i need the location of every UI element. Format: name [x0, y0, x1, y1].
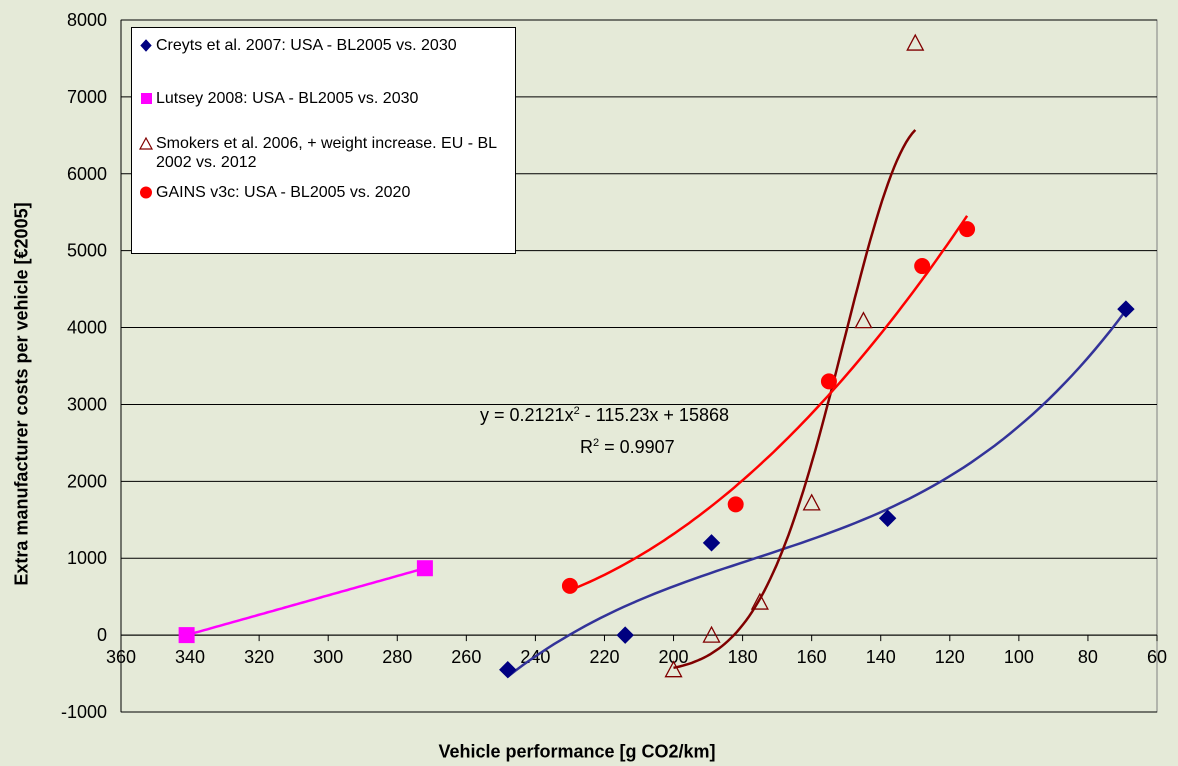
legend-label: GAINS v3c: USA - BL2005 vs. 2020 — [156, 184, 411, 201]
legend: Creyts et al. 2007: USA - BL2005 vs. 203… — [131, 27, 516, 254]
x-tick-label: 100 — [1004, 647, 1034, 667]
x-tick-label: 220 — [589, 647, 619, 667]
trendline — [507, 309, 1127, 678]
data-point-triangle — [854, 311, 873, 329]
data-point-circle — [959, 221, 976, 238]
y-tick-label: 6000 — [67, 164, 107, 184]
x-tick-label: 280 — [382, 647, 412, 667]
x-tick-label: 300 — [313, 647, 343, 667]
square-marker-icon — [141, 93, 152, 104]
data-point-circle — [914, 258, 931, 275]
legend-item-smokers: Smokers et al. 2006, + weight increase. … — [138, 134, 510, 172]
legend-item-gains: GAINS v3c: USA - BL2005 vs. 2020 — [138, 183, 510, 202]
data-point-triangle — [702, 625, 721, 643]
data-point-square — [416, 560, 433, 577]
x-tick-label: 340 — [175, 647, 205, 667]
diamond-marker-icon — [140, 39, 152, 52]
x-tick-label: 200 — [659, 647, 689, 667]
x-axis-label: Vehicle performance [g CO2/km] — [438, 741, 716, 762]
y-tick-label: 4000 — [67, 318, 107, 338]
data-point-diamond — [702, 534, 721, 552]
x-tick-label: 320 — [244, 647, 274, 667]
data-point-triangle — [750, 592, 769, 610]
legend-item-lutsey: Lutsey 2008: USA - BL2005 vs. 2030 — [138, 89, 510, 108]
data-point-diamond — [1117, 300, 1135, 318]
data-point-triangle — [664, 660, 683, 678]
data-point-circle — [561, 577, 578, 594]
x-tick-label: 260 — [451, 647, 481, 667]
x-tick-label: 60 — [1147, 647, 1167, 667]
trendline — [673, 129, 917, 670]
y-tick-label: 1000 — [67, 548, 107, 568]
data-point-square — [178, 627, 195, 644]
x-tick-label: 180 — [728, 647, 758, 667]
data-point-diamond — [616, 626, 634, 644]
x-tick-label: 160 — [797, 647, 827, 667]
legend-label: Smokers et al. 2006, + weight increase. … — [156, 135, 497, 171]
y-axis-label: Extra manufacturer costs per vehicle [€2… — [11, 202, 32, 586]
triangle-marker-icon — [138, 136, 154, 150]
y-tick-label: 7000 — [67, 87, 107, 107]
y-tick-label: 2000 — [67, 471, 107, 491]
legend-item-creyts: Creyts et al. 2007: USA - BL2005 vs. 203… — [138, 36, 510, 55]
x-tick-label: 80 — [1078, 647, 1098, 667]
y-tick-label: 5000 — [67, 241, 107, 261]
data-point-diamond — [878, 509, 897, 527]
x-tick-label: 120 — [935, 647, 965, 667]
data-point-triangle — [906, 33, 925, 51]
y-tick-label: -1000 — [61, 702, 107, 722]
data-point-diamond — [499, 661, 517, 679]
data-point-circle — [727, 496, 744, 513]
r-squared-label: R2 = 0.9907 — [580, 437, 675, 457]
data-point-circle — [820, 373, 837, 390]
y-tick-label: 0 — [97, 625, 107, 645]
legend-label: Creyts et al. 2007: USA - BL2005 vs. 203… — [156, 37, 457, 54]
circle-marker-icon — [140, 186, 152, 199]
x-tick-label: 140 — [866, 647, 896, 667]
trendline-equation: y = 0.2121x2 - 115.23x + 15868 — [480, 405, 729, 425]
trendline — [186, 567, 426, 637]
legend-label: Lutsey 2008: USA - BL2005 vs. 2030 — [156, 90, 419, 107]
y-tick-label: 8000 — [67, 10, 107, 30]
trendline — [569, 215, 969, 592]
y-tick-label: 3000 — [67, 394, 107, 414]
data-point-triangle — [802, 493, 821, 511]
